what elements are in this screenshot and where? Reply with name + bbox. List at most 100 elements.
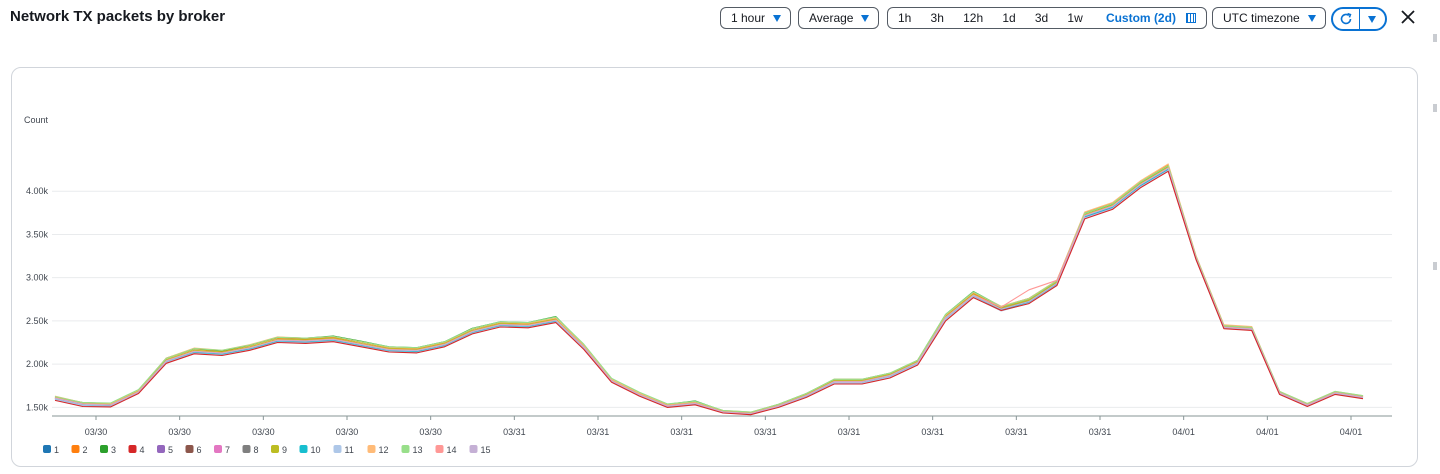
y-axis-ticks: 1.50k 2.00k 2.50k 3.00k 3.50k 4.00k <box>26 186 49 412</box>
x-tick-label: 04/01 <box>1340 427 1363 437</box>
legend-swatch <box>128 445 137 453</box>
caret-down-icon <box>1307 14 1316 22</box>
legend-swatch <box>43 445 51 453</box>
timezone-select[interactable]: UTC timezone <box>1212 7 1326 29</box>
chart-panel <box>11 67 1418 467</box>
y-tick-label: 3.00k <box>26 273 49 283</box>
legend-item-1[interactable]: 1 <box>43 445 59 455</box>
refresh-options-button[interactable] <box>1358 9 1386 29</box>
y-tick-label: 3.50k <box>26 229 49 239</box>
refresh-split-button <box>1331 7 1387 31</box>
range-1d[interactable]: 1d <box>1002 11 1016 25</box>
range-12h[interactable]: 12h <box>963 11 984 25</box>
legend-item-10[interactable]: 10 <box>299 445 321 455</box>
range-3h[interactable]: 3h <box>930 11 944 25</box>
y-axis-label: Count <box>24 115 49 125</box>
range-3d[interactable]: 3d <box>1034 11 1049 25</box>
series-lines <box>54 163 1364 416</box>
legend-swatch <box>242 445 251 453</box>
series-line-10 <box>54 168 1364 415</box>
legend-item-2[interactable]: 2 <box>71 445 88 455</box>
x-axis-ticks: 03/30 03/30 03/30 03/30 03/30 03/31 03/31 03/31… <box>85 416 1363 437</box>
x-tick-label: 03/30 <box>419 427 442 437</box>
legend-label: 3 <box>111 445 116 455</box>
legend-item-12[interactable]: 12 <box>367 445 389 455</box>
legend-item-8[interactable]: 8 <box>242 445 259 455</box>
statistic-select[interactable]: Average <box>798 7 880 29</box>
legend-swatch <box>333 445 342 453</box>
legend-swatch <box>157 445 165 453</box>
legend-swatch <box>214 445 222 453</box>
y-tick-label: 2.50k <box>26 316 49 326</box>
series-line-2 <box>54 164 1364 414</box>
series-line-1 <box>54 167 1364 414</box>
legend-label: 13 <box>413 445 423 455</box>
scroll-edge-mark <box>1433 104 1437 112</box>
legend-swatch <box>271 445 279 453</box>
legend-swatch <box>185 445 194 453</box>
time-range-selector: 1h 3h 12h 1d 3d 1w Custom (2d) <box>887 7 1207 29</box>
x-tick-label: 03/31 <box>838 427 861 437</box>
caret-down-icon <box>1368 15 1377 23</box>
close-icon[interactable] <box>1399 8 1417 26</box>
page-title: Network TX packets by broker <box>10 8 226 25</box>
legend-label: 6 <box>197 445 202 455</box>
legend-label: 8 <box>254 445 259 455</box>
series-line-7 <box>54 166 1364 414</box>
y-tick-label: 1.50k <box>26 402 49 412</box>
legend-item-13[interactable]: 13 <box>401 445 423 455</box>
legend-item-9[interactable]: 9 <box>271 445 287 455</box>
period-select[interactable]: 1 hour <box>720 7 792 29</box>
gridlines <box>52 190 1392 417</box>
x-tick-label: 03/31 <box>754 427 777 437</box>
y-tick-label: 2.00k <box>26 359 49 369</box>
legend-label: 12 <box>379 445 389 455</box>
legend-swatch <box>71 445 80 453</box>
series-line-14 <box>54 167 1364 414</box>
legend-label: 9 <box>282 445 287 455</box>
series-line-11 <box>54 169 1364 415</box>
x-tick-label: 03/31 <box>503 427 526 437</box>
legend-item-4[interactable]: 4 <box>128 445 145 455</box>
legend-swatch <box>367 445 376 453</box>
legend-label: 2 <box>83 445 88 455</box>
series-line-3 <box>54 166 1364 414</box>
x-tick-label: 03/31 <box>1005 427 1028 437</box>
x-tick-label: 03/30 <box>168 427 191 437</box>
x-tick-label: 03/31 <box>587 427 610 437</box>
y-tick-label: 4.00k <box>26 186 49 196</box>
scroll-edge-mark <box>1433 262 1437 270</box>
series-line-5 <box>54 169 1364 415</box>
x-tick-label: 04/01 <box>1256 427 1279 437</box>
scroll-edge-mark <box>1433 34 1437 42</box>
range-custom[interactable]: Custom (2d) <box>1098 11 1200 25</box>
legend-item-15[interactable]: 15 <box>469 445 491 455</box>
legend-swatch <box>469 445 478 453</box>
x-tick-label: 03/30 <box>336 427 359 437</box>
legend-label: 10 <box>311 445 321 455</box>
series-line-12 <box>54 163 1364 413</box>
legend-label: 15 <box>481 445 491 455</box>
legend-item-14[interactable]: 14 <box>435 445 457 455</box>
x-tick-label: 03/30 <box>85 427 108 437</box>
legend-swatch <box>435 445 444 453</box>
x-tick-label: 04/01 <box>1172 427 1195 437</box>
legend-item-7[interactable]: 7 <box>214 445 230 455</box>
timezone-label: UTC timezone <box>1223 11 1300 25</box>
legend-item-5[interactable]: 5 <box>157 445 173 455</box>
legend-label: 14 <box>447 445 457 455</box>
legend-item-6[interactable]: 6 <box>185 445 202 455</box>
legend-item-3[interactable]: 3 <box>100 445 116 455</box>
refresh-icon <box>1340 12 1352 25</box>
calendar-icon <box>1185 13 1196 23</box>
legend-label: 11 <box>345 445 354 455</box>
caret-down-icon <box>773 14 782 22</box>
refresh-button[interactable] <box>1333 9 1359 29</box>
range-1h[interactable]: 1h <box>898 11 912 25</box>
series-line-9 <box>54 166 1364 414</box>
legend-swatch <box>100 445 108 453</box>
legend-item-11[interactable]: 11 <box>333 445 354 455</box>
statistic-label: Average <box>809 11 854 25</box>
range-1w[interactable]: 1w <box>1067 11 1083 25</box>
series-line-13 <box>54 165 1364 413</box>
